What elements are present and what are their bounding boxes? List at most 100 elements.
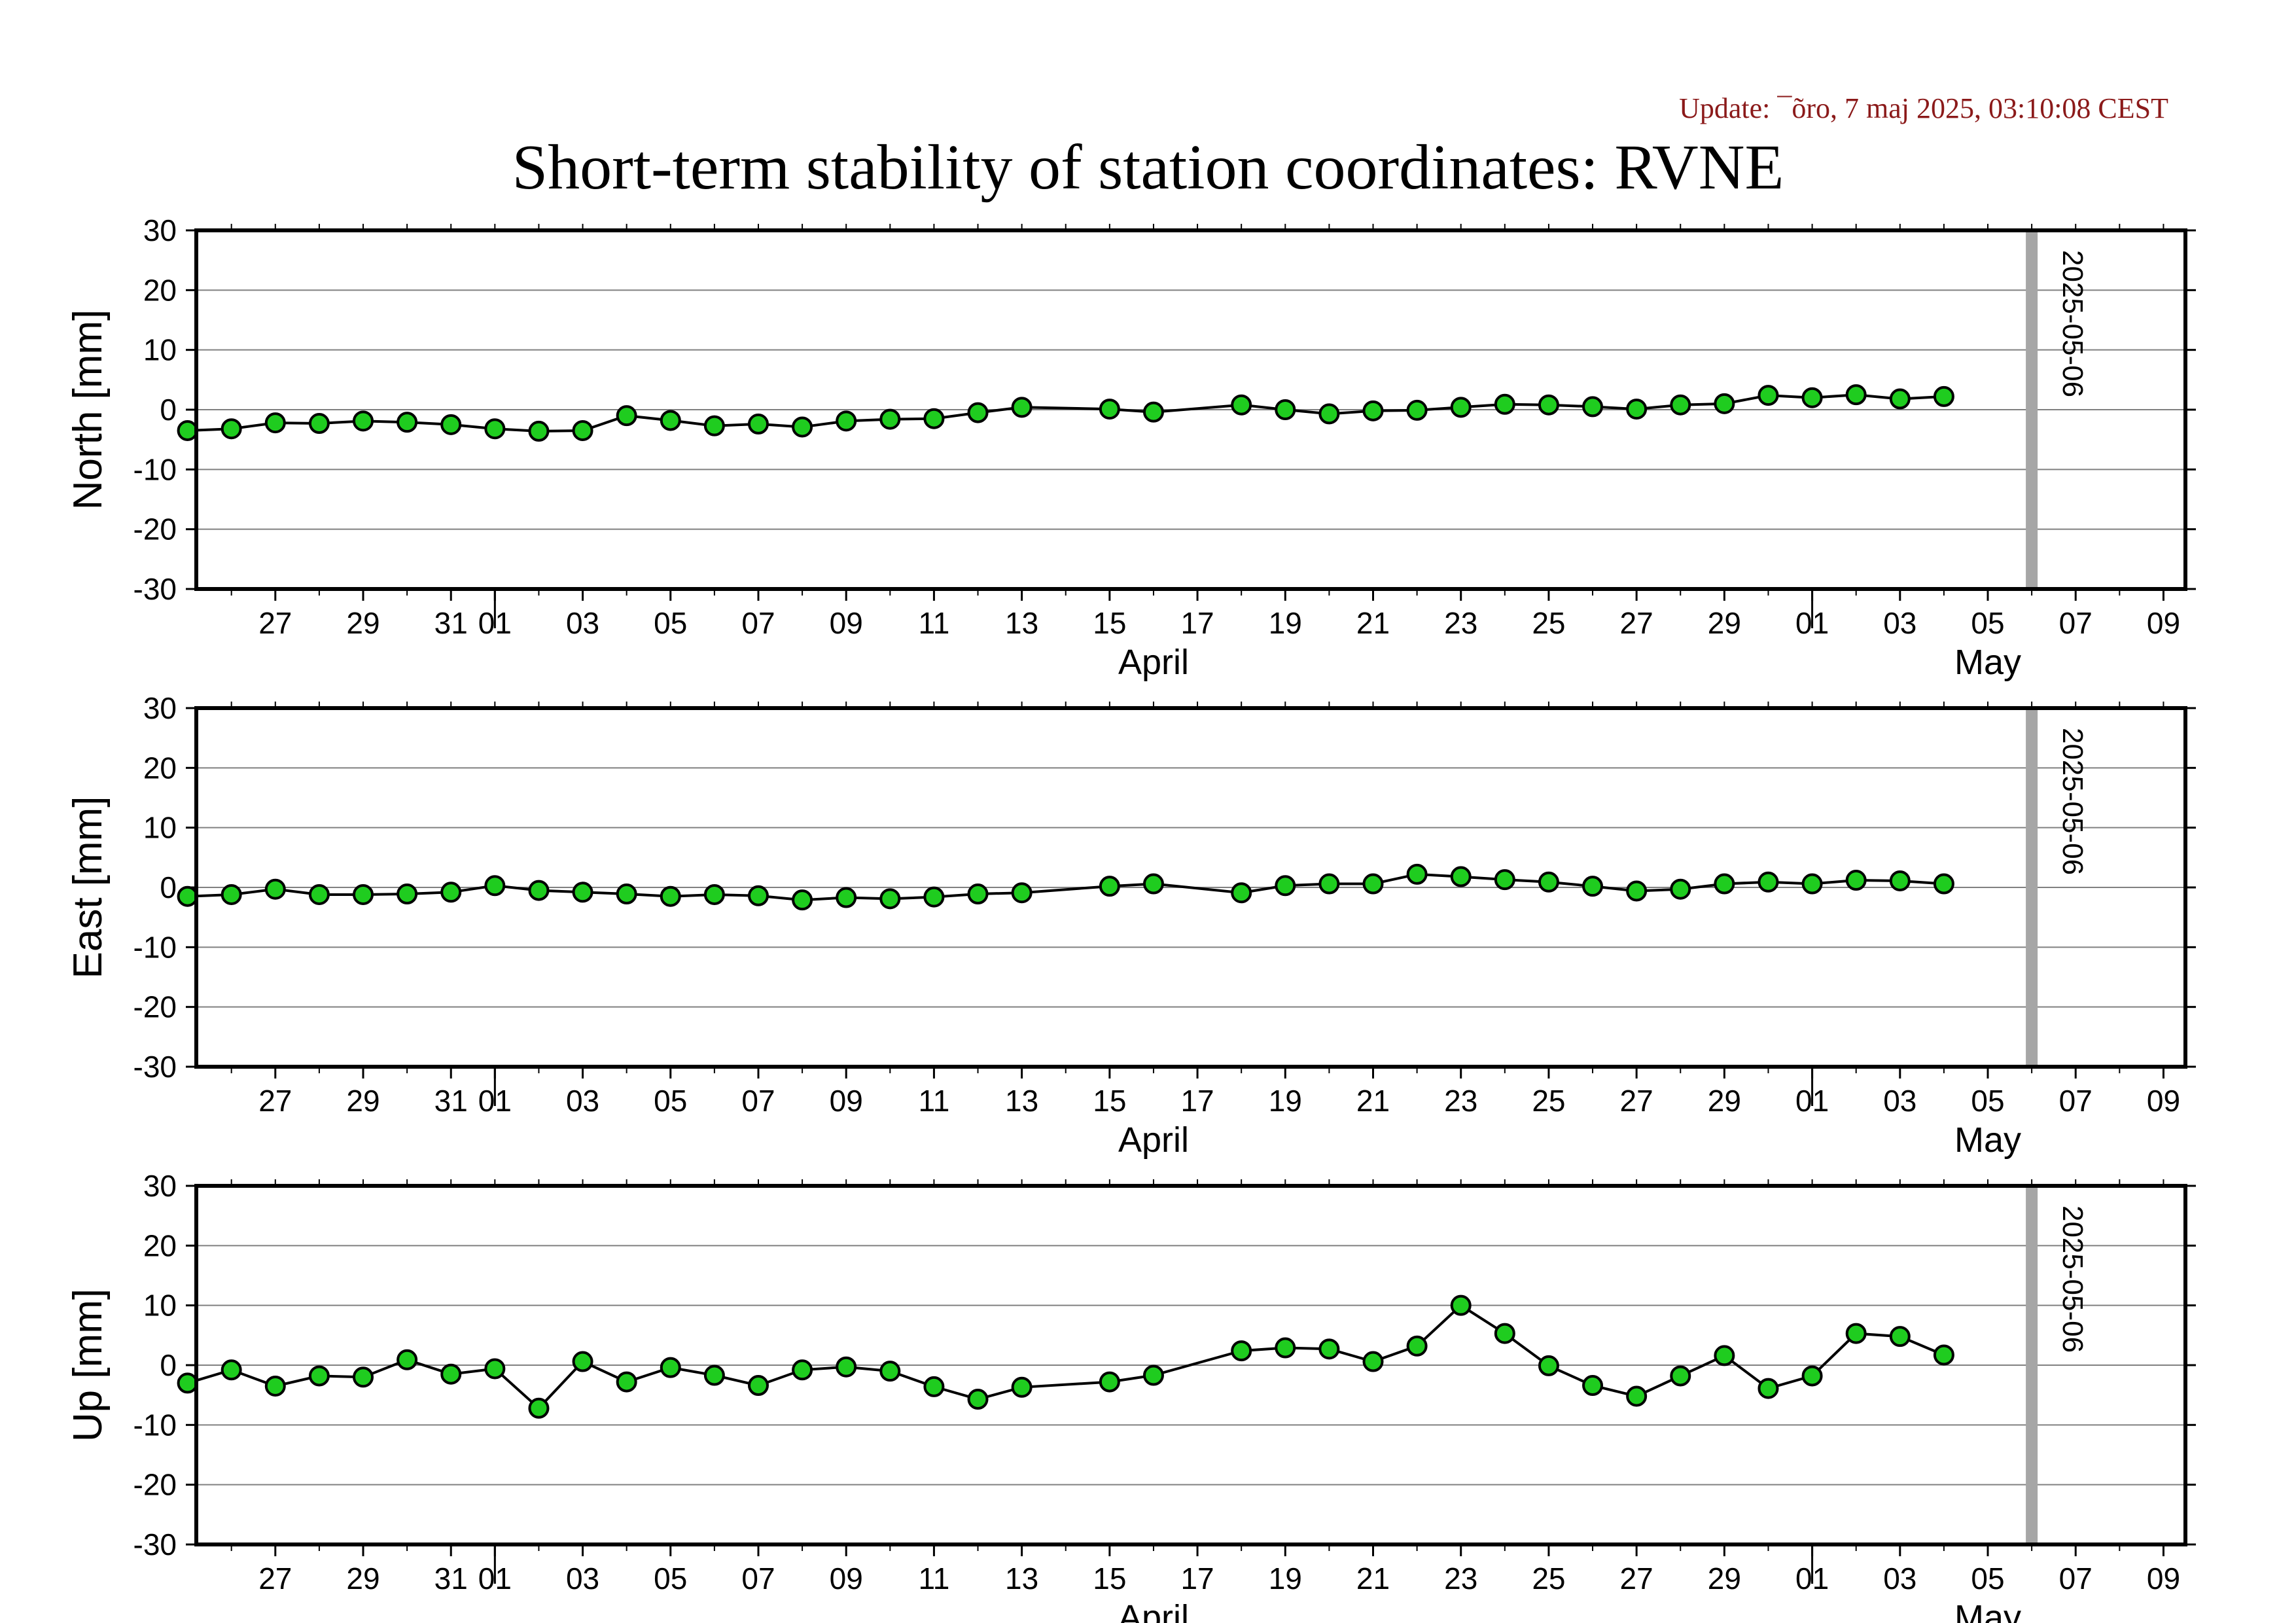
y-tick-label: -10 xyxy=(133,930,177,964)
y-tick-label: -20 xyxy=(133,512,177,546)
data-point xyxy=(879,888,901,910)
marker-label: 2025-05-06 xyxy=(2057,728,2089,875)
data-point xyxy=(792,889,813,911)
data-point xyxy=(1582,876,1604,897)
data-point xyxy=(1757,871,1779,893)
x-tick-label: 29 xyxy=(1708,1084,1741,1118)
marker-label: 2025-05-06 xyxy=(2057,1205,2089,1353)
data-point xyxy=(1231,882,1252,904)
x-tick-label: 27 xyxy=(1620,606,1653,640)
data-point xyxy=(1757,1378,1779,1399)
data-point xyxy=(1231,1340,1252,1362)
x-tick-label: 13 xyxy=(1005,606,1038,640)
data-point xyxy=(923,886,945,908)
x-tick-label: 09 xyxy=(830,1084,863,1118)
data-point xyxy=(1538,394,1559,416)
x-tick-label: 19 xyxy=(1269,1084,1302,1118)
x-tick-label: 27 xyxy=(258,1084,292,1118)
x-tick-label: 27 xyxy=(258,1561,292,1596)
y-tick-label: -30 xyxy=(133,1050,177,1084)
data-point xyxy=(440,1363,462,1385)
data-point xyxy=(1142,1364,1164,1386)
data-point xyxy=(1845,1323,1867,1344)
data-point xyxy=(1011,882,1033,904)
month-label: May xyxy=(1954,643,2021,682)
data-point xyxy=(221,418,242,440)
data-point xyxy=(528,1397,550,1419)
data-point xyxy=(1933,385,1954,407)
y-tick-label: -10 xyxy=(133,1408,177,1442)
chart-title: Short-term stability of station coordina… xyxy=(512,132,1784,203)
y-tick-label: 10 xyxy=(143,1289,177,1323)
x-tick-label: 07 xyxy=(2059,1561,2093,1596)
data-point xyxy=(836,1356,857,1378)
data-point xyxy=(879,408,901,430)
x-tick-label: 25 xyxy=(1532,1084,1565,1118)
data-point xyxy=(1494,869,1515,891)
data-point xyxy=(1538,871,1559,893)
data-point xyxy=(792,416,813,438)
x-tick-label: 09 xyxy=(830,606,863,640)
data-point xyxy=(1757,385,1779,406)
series-line-up xyxy=(187,1304,1945,1410)
data-point xyxy=(1450,866,1472,887)
data-point xyxy=(264,412,286,434)
x-tick-label: 09 xyxy=(2147,1561,2180,1596)
y-tick-label: 30 xyxy=(143,691,177,725)
y-tick-label: 20 xyxy=(143,751,177,785)
x-tick-label: 21 xyxy=(1356,606,1390,640)
x-tick-label: 23 xyxy=(1444,1561,1477,1596)
x-tick-label: 27 xyxy=(258,606,292,640)
x-tick-label: 25 xyxy=(1532,606,1565,640)
x-tick-label: 13 xyxy=(1005,1561,1038,1596)
data-point xyxy=(1714,1345,1735,1366)
data-point xyxy=(1275,399,1296,420)
data-point xyxy=(616,883,637,905)
x-tick-label: 03 xyxy=(1883,1561,1916,1596)
data-point xyxy=(308,883,330,905)
data-point xyxy=(440,414,462,435)
data-point xyxy=(1099,1371,1120,1393)
x-tick-label: 21 xyxy=(1356,1561,1390,1596)
data-point xyxy=(1801,873,1823,895)
x-tick-label: 09 xyxy=(2147,1084,2180,1118)
data-point xyxy=(1142,873,1164,895)
data-point xyxy=(177,419,198,441)
data-point xyxy=(1275,1337,1296,1359)
data-point xyxy=(572,419,593,441)
data-point xyxy=(1011,1376,1033,1398)
y-axis-label: North [mm] xyxy=(65,310,111,510)
x-tick-label: 07 xyxy=(741,1084,775,1118)
data-point xyxy=(923,1376,945,1397)
x-tick-label: 27 xyxy=(1620,1084,1653,1118)
data-point xyxy=(397,412,418,433)
x-tick-label: 25 xyxy=(1532,1561,1565,1596)
data-point xyxy=(703,883,725,905)
x-tick-label: 17 xyxy=(1180,606,1214,640)
data-point xyxy=(353,410,374,432)
x-tick-label: 19 xyxy=(1269,606,1302,640)
x-tick-label: 29 xyxy=(1708,1561,1741,1596)
data-point xyxy=(484,1358,506,1380)
x-tick-label: 15 xyxy=(1093,606,1126,640)
data-point xyxy=(264,878,286,900)
data-point xyxy=(792,1359,813,1381)
month-label: April xyxy=(1118,643,1189,682)
data-point xyxy=(397,883,418,905)
x-tick-label: 23 xyxy=(1444,1084,1477,1118)
y-tick-label: -10 xyxy=(133,452,177,486)
data-point xyxy=(1538,1355,1559,1376)
x-tick-label: 05 xyxy=(1971,1561,2004,1596)
x-tick-label: 29 xyxy=(1708,606,1741,640)
x-tick-label: 17 xyxy=(1180,1084,1214,1118)
data-point xyxy=(221,883,242,905)
data-point xyxy=(1142,401,1164,423)
y-tick-label: 0 xyxy=(160,870,177,904)
data-point xyxy=(1626,880,1648,902)
data-point xyxy=(1845,384,1867,406)
data-point xyxy=(660,885,681,907)
data-point xyxy=(528,880,550,901)
x-tick-label: 13 xyxy=(1005,1084,1038,1118)
